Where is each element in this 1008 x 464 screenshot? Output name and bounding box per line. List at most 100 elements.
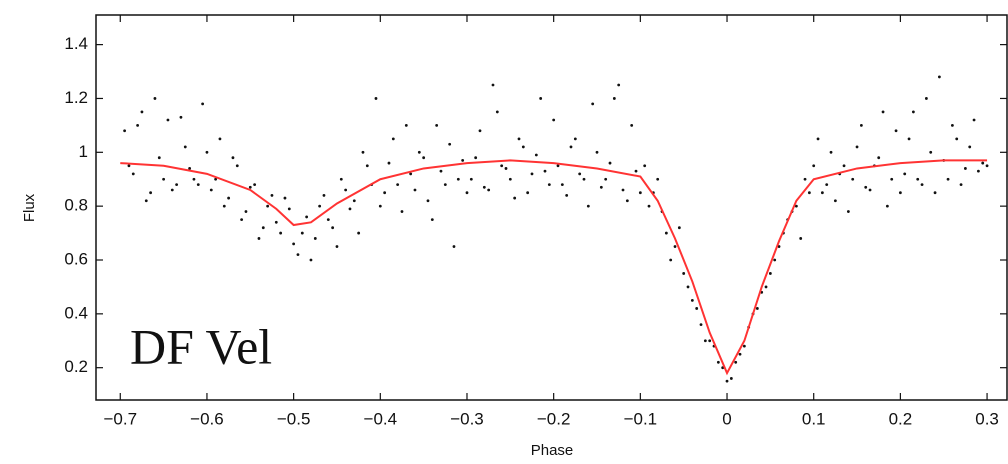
data-point bbox=[634, 169, 638, 173]
data-point bbox=[461, 158, 465, 162]
data-point bbox=[582, 177, 586, 181]
data-point bbox=[911, 110, 915, 114]
y-tick-label: 1.4 bbox=[64, 34, 88, 53]
plot-frame bbox=[95, 14, 1008, 401]
data-point bbox=[422, 156, 426, 160]
data-point bbox=[877, 156, 881, 160]
data-point bbox=[253, 183, 257, 187]
x-tick-label: −0.2 bbox=[537, 409, 571, 428]
data-point bbox=[140, 110, 144, 114]
data-point bbox=[465, 191, 469, 195]
data-point bbox=[192, 177, 196, 181]
data-point bbox=[669, 258, 673, 262]
data-point bbox=[322, 193, 326, 197]
data-point bbox=[825, 183, 829, 187]
data-point bbox=[859, 123, 863, 127]
data-point bbox=[296, 253, 300, 257]
data-point bbox=[976, 169, 980, 173]
data-point bbox=[365, 164, 369, 168]
data-point bbox=[556, 164, 560, 168]
data-point bbox=[591, 102, 595, 106]
data-point bbox=[222, 204, 226, 208]
data-point bbox=[625, 199, 629, 203]
data-point bbox=[426, 199, 430, 203]
data-point bbox=[396, 183, 400, 187]
data-point bbox=[413, 188, 417, 192]
data-point bbox=[318, 204, 322, 208]
data-point bbox=[123, 129, 127, 133]
data-point bbox=[547, 183, 551, 187]
data-point bbox=[799, 237, 803, 240]
data-point bbox=[218, 137, 222, 141]
data-point bbox=[170, 188, 174, 192]
data-point bbox=[604, 177, 608, 181]
data-point bbox=[482, 185, 486, 189]
data-point bbox=[643, 164, 647, 168]
data-point bbox=[530, 172, 534, 176]
data-point bbox=[383, 191, 387, 195]
data-point bbox=[586, 204, 590, 208]
data-point bbox=[357, 231, 361, 235]
data-point bbox=[608, 161, 612, 165]
data-point bbox=[595, 150, 599, 154]
y-tick-label: 1 bbox=[79, 142, 88, 161]
y-tick-label: 1.2 bbox=[64, 88, 88, 107]
data-point bbox=[188, 167, 192, 170]
data-point bbox=[734, 360, 738, 364]
data-point bbox=[699, 323, 703, 327]
x-tick-label: −0.5 bbox=[277, 409, 311, 428]
data-point bbox=[183, 145, 187, 149]
data-point bbox=[127, 164, 131, 168]
data-point bbox=[920, 183, 924, 187]
data-point bbox=[690, 298, 694, 302]
y-tick-label: 0.8 bbox=[64, 196, 88, 215]
data-point bbox=[435, 123, 439, 127]
data-point bbox=[907, 137, 911, 141]
data-point bbox=[768, 272, 772, 275]
y-axis-label: Flux bbox=[21, 193, 38, 222]
data-point bbox=[903, 172, 907, 176]
data-point bbox=[929, 150, 933, 154]
data-point bbox=[985, 164, 989, 168]
data-point bbox=[149, 191, 153, 195]
data-point bbox=[287, 207, 291, 211]
data-point bbox=[855, 145, 859, 149]
data-point bbox=[257, 237, 261, 240]
data-point bbox=[773, 258, 777, 262]
annotation: DF Vel bbox=[130, 318, 272, 374]
x-tick-label: 0.1 bbox=[802, 409, 826, 428]
data-point bbox=[348, 207, 352, 211]
data-point bbox=[820, 191, 824, 195]
data-point bbox=[448, 142, 452, 146]
data-point bbox=[573, 137, 577, 141]
data-point bbox=[391, 137, 395, 141]
data-point bbox=[404, 123, 408, 127]
data-point bbox=[729, 377, 733, 380]
data-point bbox=[162, 177, 166, 181]
x-tick-label: 0 bbox=[722, 409, 731, 428]
data-point bbox=[292, 242, 296, 246]
data-point bbox=[274, 220, 278, 224]
data-point bbox=[686, 285, 690, 289]
x-tick-label: −0.1 bbox=[624, 409, 658, 428]
data-point bbox=[144, 199, 148, 203]
data-point bbox=[543, 169, 547, 173]
data-point bbox=[885, 204, 889, 208]
data-point bbox=[240, 218, 244, 222]
data-point bbox=[400, 210, 404, 213]
data-point bbox=[842, 164, 846, 168]
data-point bbox=[326, 218, 330, 222]
data-point bbox=[513, 196, 517, 200]
data-point bbox=[898, 191, 902, 195]
data-point bbox=[387, 161, 391, 165]
model-line bbox=[120, 159, 988, 376]
data-point bbox=[214, 177, 218, 181]
data-point bbox=[881, 110, 885, 114]
data-point bbox=[244, 210, 248, 213]
data-point bbox=[959, 183, 963, 187]
data-point bbox=[361, 150, 365, 154]
data-point bbox=[136, 123, 140, 127]
data-point bbox=[153, 97, 157, 100]
